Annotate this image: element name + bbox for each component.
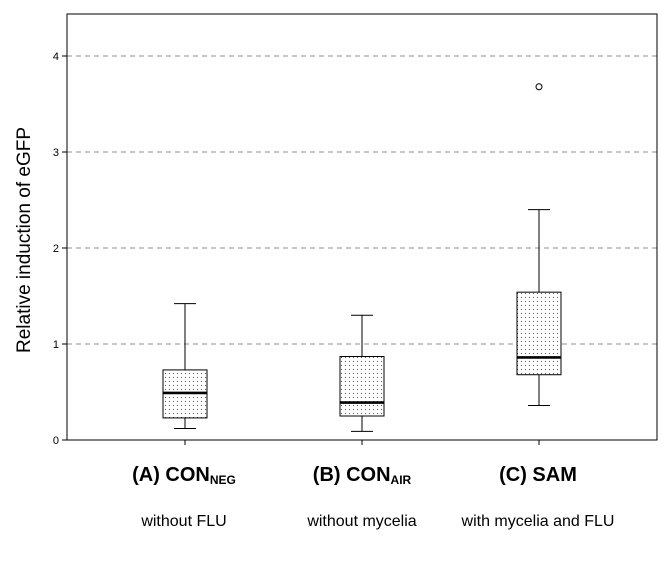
box-0 [162,303,208,429]
y-tick-label-4: 4 [53,51,59,63]
category-description-b: without mycelia [307,513,417,530]
box-1 [339,314,385,432]
y-tick-label-2: 2 [53,243,59,255]
outlier-0 [535,83,543,91]
y-tick-label-3: 3 [53,147,59,159]
category-label-c: (C) SAM [499,464,577,486]
y-axis-label: Relative induction of eGFP [14,127,35,353]
y-tick-label-1: 1 [53,339,59,351]
category-label-b: (B) CONAIR [312,464,412,487]
category-description-a: without FLU [141,513,227,530]
category-label-a: (A) CONNEG [132,464,236,487]
y-tick-label-0: 0 [53,435,59,447]
box-iqr [516,291,562,376]
box-2 [516,83,562,406]
box-iqr [339,355,385,417]
gridlines [67,55,657,345]
boxes [162,83,562,432]
axes: 0 1 2 3 4 [53,13,658,447]
category-description-c: with mycelia and FLU [461,513,615,530]
